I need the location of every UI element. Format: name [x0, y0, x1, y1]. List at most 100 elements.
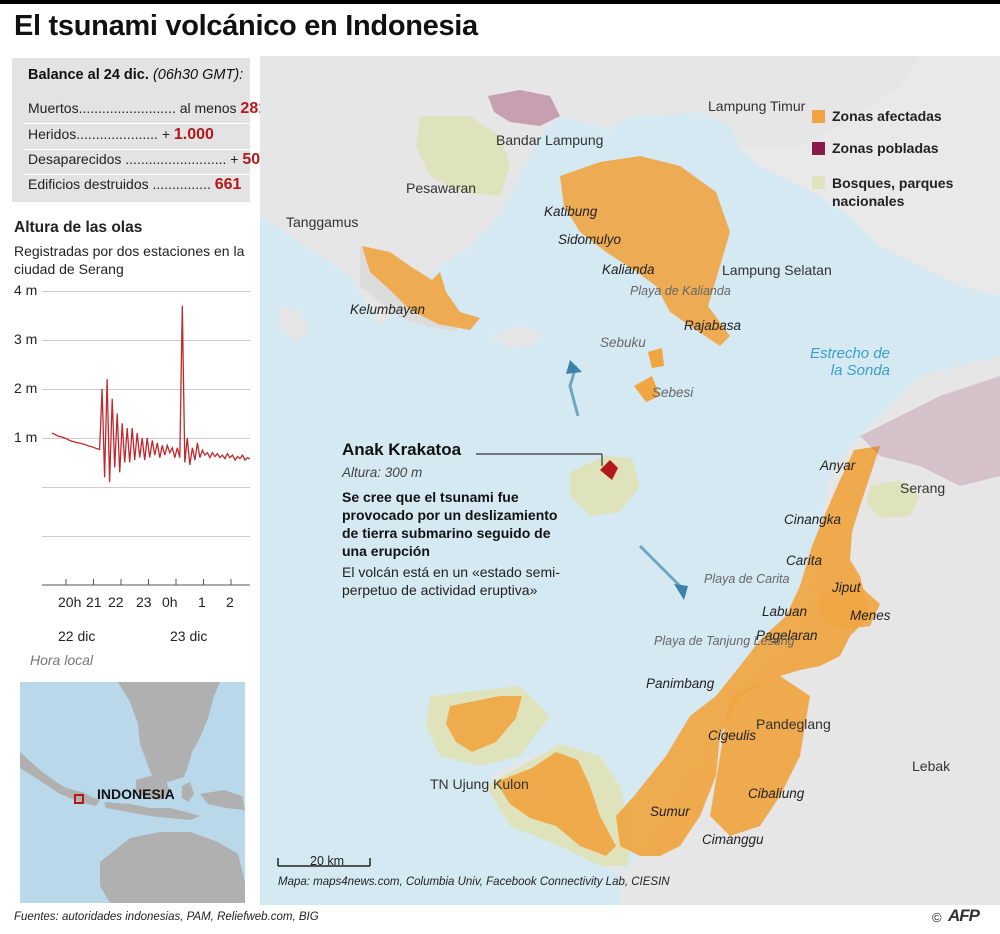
legend-item-forests: Bosques, parques nacionales [812, 174, 972, 210]
casualty-summary-panel: Balance al 24 dic. (06h30 GMT): Muertos.… [12, 58, 267, 202]
stat-row-heridos: Heridos..................... + 1.000 [28, 126, 214, 143]
legend-swatch [812, 142, 825, 155]
affected-label: Jiput [832, 580, 861, 595]
affected-label: Kalianda [602, 262, 655, 277]
sources-footer: Fuentes: autoridades indonesias, PAM, Re… [14, 911, 319, 923]
affected-label: Pagelaran [756, 628, 818, 643]
affected-zone-lampung-selatan [560, 156, 730, 346]
affected-zone-sumur [496, 752, 616, 856]
wave-chart-subtitle: Registradas por dos estaciones en la ciu… [14, 243, 245, 277]
volcano-altitude: Altura: 300 m [342, 465, 423, 480]
gridline [42, 487, 250, 488]
divider [24, 149, 250, 150]
affected-label: Cimanggu [702, 832, 764, 847]
x-tick-label: 21 [86, 594, 102, 610]
legend-item-populated: Zonas pobladas [812, 140, 939, 156]
affected-label: Katibung [544, 204, 598, 219]
x-tick-label: 22 [108, 594, 124, 610]
gridline [42, 291, 250, 292]
affected-label: Rajabasa [684, 318, 742, 333]
java-island [104, 802, 200, 820]
day-label: 22 dic [58, 628, 96, 644]
x-ticks [65, 579, 232, 585]
legend-swatch [812, 176, 825, 189]
y-tick-label: 4 m [14, 282, 38, 298]
wave-height-series [51, 305, 251, 483]
divider [24, 123, 250, 124]
arrowhead-icon [674, 584, 688, 600]
place-label: TN Ujung Kulon [430, 776, 529, 792]
main-map: Zonas afectadas Zonas pobladas Bosques, … [260, 56, 1000, 905]
minor-place-label: Playa de Carita [704, 572, 790, 586]
summary-heading: Balance al 24 dic. (06h30 GMT): [28, 67, 244, 83]
sebesi-island [634, 376, 660, 402]
affected-label: Cinangka [784, 512, 842, 527]
borneo-island [136, 776, 170, 800]
inset-land [20, 682, 245, 903]
volcano-icon [600, 460, 618, 480]
x-tick-label: 2 [226, 594, 234, 610]
affected-label: Sidomulyo [558, 232, 622, 247]
wave-direction-arrow-southeast [638, 544, 682, 588]
populated-zone-bandar-lampung [488, 90, 560, 126]
affected-label: Menes [850, 608, 891, 623]
small-island [492, 326, 540, 348]
place-label: Serang [900, 480, 946, 496]
y-tick-label: 2 m [14, 380, 38, 396]
affected-zone-cigeulis-cibaliung [710, 676, 810, 836]
inset-country-label: INDONESIA [97, 786, 175, 802]
place-label: Lampung Timur [708, 98, 806, 114]
area-marker-icon [74, 794, 84, 804]
volcano-note: El volcán está en un «estado semi-perpet… [342, 564, 560, 598]
x-tick-label: 1 [198, 594, 206, 610]
place-label: Lebak [912, 758, 951, 774]
x-axis-title: Hora local [30, 652, 94, 668]
lampung-east-land [740, 56, 1000, 296]
affected-label: Cigeulis [708, 728, 757, 743]
australia [100, 832, 245, 903]
volcano-description: Se cree que el tsunami fue provocado por… [342, 489, 558, 559]
map-geography [260, 56, 1000, 905]
day-label: 23 dic [170, 628, 208, 644]
affected-zone-banten-coast [616, 446, 880, 856]
sulawesi-island [182, 782, 194, 802]
place-label: Lampung Selatan [722, 262, 832, 278]
map-source: Mapa: maps4news.com, Columbia Univ, Face… [278, 876, 670, 888]
place-label: Tanggamus [286, 214, 359, 230]
affected-zone-kelumbayan [362, 246, 480, 330]
minor-place-label: Playa de Tanjung Lesung [654, 634, 795, 648]
new-guinea-island [200, 790, 245, 810]
affected-label: Labuan [762, 604, 808, 619]
affected-label: Cibaliung [748, 786, 805, 801]
stat-row-edificios: Edificios destruidos ............... 661 [28, 176, 242, 193]
minor-place-label: Sebuku [600, 335, 646, 350]
gridline [42, 438, 250, 439]
wave-chart-title: Altura de las olas [14, 219, 143, 236]
wave-chart [42, 305, 251, 586]
strait-label: Estrecho de la Sonda [809, 345, 890, 379]
legend-item-affected: Zonas afectadas [812, 108, 942, 124]
x-tick-label: 23 [136, 594, 152, 610]
legend-swatch [812, 110, 825, 123]
scale-label: 20 km [310, 854, 345, 868]
page-title: El tsunami volcánico en Indonesia [14, 10, 478, 42]
affected-label: Carita [786, 553, 823, 568]
affected-label: Sumur [650, 804, 690, 819]
sumatra-island [20, 752, 100, 806]
y-tick-label: 3 m [14, 331, 38, 347]
x-tick-label: 0h [162, 594, 178, 610]
affected-zone-ujung-kulon [446, 696, 522, 752]
minor-place-label: Playa de Kalianda [630, 284, 731, 298]
populated-zone-serang [860, 376, 1000, 486]
krakatoa-park-area [570, 456, 640, 516]
gridline [42, 340, 250, 341]
sebuku-island [648, 348, 664, 368]
wave-direction-arrow-north [568, 365, 580, 417]
divider [24, 174, 250, 175]
top-rule [0, 0, 1000, 4]
small-island [280, 306, 310, 342]
gridline [42, 536, 250, 537]
y-tick-label: 1 m [14, 429, 38, 445]
affected-zone-jiput-menes [820, 586, 880, 630]
place-label: Bandar Lampung [496, 132, 604, 148]
